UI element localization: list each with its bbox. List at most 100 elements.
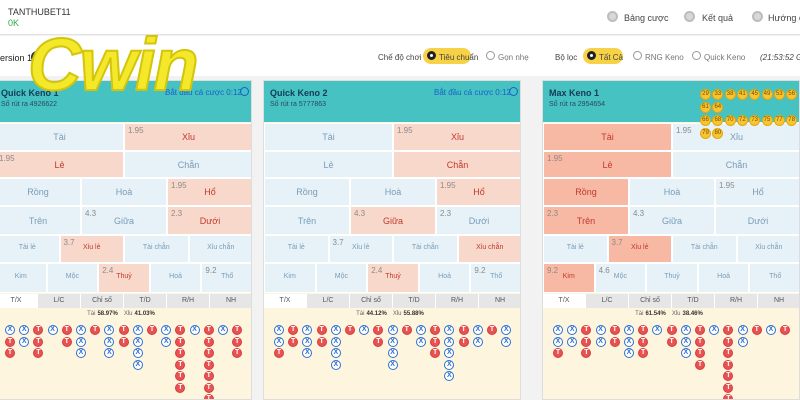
bet-cell[interactable]: 4.3 Giữa [350, 206, 436, 235]
bet-cell[interactable]: 3.7 Xỉu lẻ [328, 235, 393, 263]
bet-odds: 1.95 [676, 126, 692, 135]
bet-cell[interactable]: Mộc [46, 263, 99, 293]
bet-cell[interactable]: 9.2 Kim [543, 263, 595, 293]
bet-cell[interactable]: Thuỷ [646, 263, 698, 293]
result-tab[interactable]: Chỉ số [81, 294, 124, 308]
result-tab[interactable]: T/X [543, 294, 586, 308]
stat-name: Xỉu [123, 311, 133, 317]
bead: T [458, 325, 469, 335]
result-tab[interactable]: Chỉ số [350, 294, 393, 308]
nav-item[interactable]: Bảng cược [624, 13, 669, 23]
bet-cell[interactable]: Chẵn [124, 151, 251, 178]
bet-cell[interactable]: Hoả [418, 263, 471, 293]
bet-cell[interactable]: 2.4 Thuỷ [98, 263, 150, 293]
bet-cell[interactable]: 2.4 Thuỷ [367, 263, 419, 293]
result-tab[interactable]: T/X [0, 294, 38, 308]
nav-item[interactable]: Kết quả [702, 13, 734, 23]
bet-cell[interactable]: Tài [264, 123, 393, 151]
filter-option[interactable]: Tất Cả [599, 53, 624, 62]
result-tab[interactable]: L/C [586, 294, 629, 308]
bet-cell[interactable]: 1.95 Hổ [715, 178, 799, 206]
bet-cell[interactable]: Hoà [350, 178, 436, 206]
nav-item[interactable]: Hướng dẫ [768, 13, 800, 23]
bet-cell[interactable]: 4.6 Mộc [594, 263, 647, 293]
bead: X [680, 348, 691, 358]
bet-cell[interactable]: 9.2 Thổ [470, 263, 520, 293]
bet-cell[interactable]: Chẵn [393, 151, 520, 178]
bet-cell[interactable]: Tài lẻ [543, 235, 608, 263]
result-tab[interactable]: NH [479, 294, 520, 308]
bet-cell[interactable]: 2.3 Dưới [436, 206, 520, 235]
bet-cell[interactable]: Rồng [0, 178, 81, 206]
result-tab[interactable]: T/D [124, 294, 167, 308]
bet-cell[interactable]: Hoả [149, 263, 202, 293]
result-tab[interactable]: NH [210, 294, 251, 308]
bet-cell[interactable]: 1.95 Hổ [436, 178, 520, 206]
refresh-icon[interactable] [31, 51, 43, 63]
bead: X [595, 336, 606, 347]
bet-cell[interactable]: Tài [543, 123, 672, 151]
bet-cell[interactable]: 4.3 Giữa [81, 206, 167, 235]
bet-cell[interactable]: Tài lẻ [264, 235, 329, 263]
bet-cell[interactable]: Xỉu chẵn [188, 235, 251, 263]
result-tab[interactable]: R/H [167, 294, 210, 308]
result-tab[interactable]: R/H [436, 294, 479, 308]
bet-cell[interactable]: Tài chẵn [672, 235, 737, 263]
bead: X [5, 325, 15, 335]
result-tab[interactable]: T/D [393, 294, 436, 308]
bead: X [387, 336, 398, 347]
bet-cell[interactable]: 1.95 Lẻ [0, 151, 124, 178]
filter-option[interactable]: Quick Keno [704, 53, 746, 62]
result-tab[interactable]: T/X [264, 294, 307, 308]
result-tab[interactable]: NH [758, 294, 799, 308]
bead: T [723, 371, 734, 381]
bead: X [444, 371, 455, 381]
bet-cell[interactable]: Tài chẵn [124, 235, 189, 263]
result-tab[interactable]: Chỉ số [629, 294, 672, 308]
draw-ball: 53 [773, 89, 785, 100]
bet-cell[interactable]: Hoả [697, 263, 750, 293]
bet-cell[interactable]: 1.95 Xỉu [672, 123, 799, 151]
bet-cell[interactable]: Rồng [264, 178, 350, 206]
bet-cell[interactable]: 1.95 Hổ [167, 178, 251, 206]
bet-cell[interactable]: 2.3 Dưới [167, 206, 251, 235]
bet-odds: 1.95 [719, 181, 735, 190]
bet-cell[interactable]: 9.2 Thổ [201, 263, 251, 293]
bet-cell[interactable]: Thổ [749, 263, 799, 293]
bead: X [444, 336, 455, 347]
bet-cell[interactable]: Hoà [629, 178, 715, 206]
bet-cell[interactable]: 1.95 Xỉu [124, 123, 251, 151]
result-tab[interactable]: L/C [307, 294, 350, 308]
bet-cell[interactable]: Dưới [715, 206, 799, 235]
bet-cell[interactable]: Chẵn [672, 151, 799, 178]
bet-cell[interactable]: Rồng [543, 178, 629, 206]
bet-cell[interactable]: 3.7 Xỉu lẻ [59, 235, 124, 263]
bet-cell[interactable]: 1.95 Xỉu [393, 123, 520, 151]
bead: X [330, 348, 341, 358]
bet-cell[interactable]: Tài lẻ [0, 235, 60, 263]
filter-option[interactable]: RNG Keno [645, 53, 684, 62]
bet-cell[interactable]: 4.3 Giữa [629, 206, 715, 235]
bet-cell[interactable]: Mộc [315, 263, 368, 293]
bet-cell[interactable]: Xỉu chẵn [736, 235, 799, 263]
result-tab[interactable]: T/D [672, 294, 715, 308]
result-tab[interactable]: L/C [38, 294, 81, 308]
bet-cell[interactable]: Trên [0, 206, 81, 235]
result-tab[interactable]: R/H [715, 294, 758, 308]
bet-cell[interactable]: Lẻ [264, 151, 393, 178]
bet-cell[interactable]: Tài [0, 123, 124, 151]
bet-cell[interactable]: Xỉu chẵn [457, 235, 520, 263]
bet-cell[interactable]: Hoà [81, 178, 167, 206]
bead: X [624, 325, 634, 335]
bet-cell[interactable]: 1.95 Lẻ [543, 151, 672, 178]
draw-ball: 72 [736, 115, 748, 126]
bet-cell[interactable]: Kim [0, 263, 47, 293]
bet-cell[interactable]: Kim [264, 263, 316, 293]
bet-cell[interactable]: Tài chẵn [393, 235, 458, 263]
bet-cell[interactable]: Trên [264, 206, 350, 235]
bet-cell[interactable]: 2.3 Trên [543, 206, 629, 235]
mode-option[interactable]: Gọn nhẹ [498, 53, 529, 62]
bet-label: Tài [601, 132, 614, 142]
mode-option[interactable]: Tiêu chuẩn [439, 53, 479, 62]
bet-cell[interactable]: 3.7 Xỉu lẻ [607, 235, 672, 263]
